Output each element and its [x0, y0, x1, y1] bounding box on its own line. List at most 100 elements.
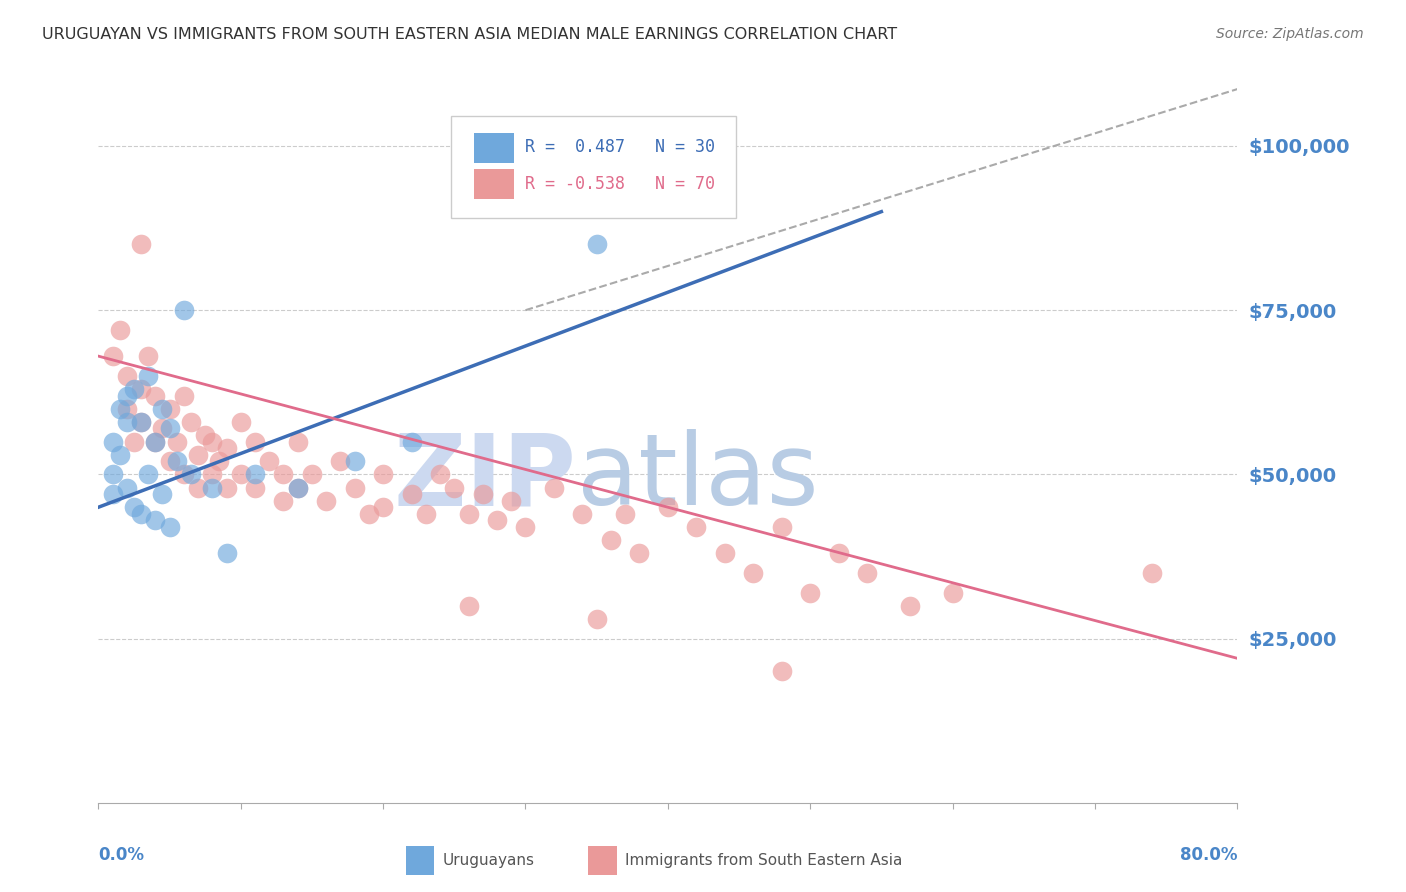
Point — [180, 467, 202, 482]
Point — [145, 434, 167, 449]
Point — [486, 513, 509, 527]
Point — [187, 481, 209, 495]
Point — [585, 237, 607, 252]
Point — [115, 401, 138, 416]
Text: ZIP: ZIP — [394, 429, 576, 526]
Point — [243, 434, 266, 449]
Point — [101, 487, 124, 501]
Point — [145, 388, 167, 402]
Point — [401, 434, 423, 449]
Point — [457, 507, 479, 521]
Point — [201, 481, 224, 495]
Point — [415, 507, 437, 521]
Point — [115, 481, 138, 495]
Text: Immigrants from South Eastern Asia: Immigrants from South Eastern Asia — [624, 853, 901, 868]
Text: 0.0%: 0.0% — [98, 847, 145, 864]
Point — [129, 415, 152, 429]
Point — [401, 487, 423, 501]
Point — [108, 448, 131, 462]
Point — [229, 415, 252, 429]
Point — [273, 493, 295, 508]
Point — [129, 237, 152, 252]
Point — [201, 434, 224, 449]
Point — [243, 467, 266, 482]
Point — [145, 434, 167, 449]
Point — [571, 507, 593, 521]
Point — [585, 612, 607, 626]
Point — [315, 493, 337, 508]
Point — [742, 566, 765, 580]
Point — [343, 481, 366, 495]
Point — [159, 454, 181, 468]
Point — [136, 368, 159, 383]
Point — [287, 481, 309, 495]
Point — [215, 546, 238, 560]
Point — [229, 467, 252, 482]
Point — [180, 415, 202, 429]
Point — [115, 415, 138, 429]
Point — [301, 467, 323, 482]
Bar — [406, 847, 434, 875]
Point — [471, 487, 494, 501]
Point — [429, 467, 451, 482]
Point — [159, 401, 181, 416]
Bar — [474, 169, 515, 200]
Point — [208, 454, 231, 468]
Point — [201, 467, 224, 482]
Point — [108, 323, 131, 337]
Point — [115, 368, 138, 383]
Point — [273, 467, 295, 482]
Point — [942, 585, 965, 599]
Point — [1140, 566, 1163, 580]
Point — [287, 434, 309, 449]
Point — [343, 454, 366, 468]
Point — [136, 467, 159, 482]
Point — [373, 500, 395, 515]
Point — [898, 599, 921, 613]
Point — [259, 454, 281, 468]
Point — [215, 441, 238, 455]
Point — [770, 665, 793, 679]
Point — [101, 349, 124, 363]
Point — [136, 349, 159, 363]
Point — [215, 481, 238, 495]
Point — [152, 487, 174, 501]
Point — [166, 454, 188, 468]
Text: URUGUAYAN VS IMMIGRANTS FROM SOUTH EASTERN ASIA MEDIAN MALE EARNINGS CORRELATION: URUGUAYAN VS IMMIGRANTS FROM SOUTH EASTE… — [42, 27, 897, 42]
Point — [501, 493, 523, 508]
Point — [770, 520, 793, 534]
Text: atlas: atlas — [576, 429, 818, 526]
Text: 80.0%: 80.0% — [1180, 847, 1237, 864]
Point — [101, 434, 124, 449]
Point — [108, 401, 131, 416]
Point — [515, 520, 537, 534]
Point — [373, 467, 395, 482]
Point — [828, 546, 851, 560]
Point — [443, 481, 465, 495]
Point — [129, 382, 152, 396]
Point — [129, 507, 152, 521]
Point — [152, 401, 174, 416]
Text: R = -0.538   N = 70: R = -0.538 N = 70 — [526, 175, 716, 193]
Point — [166, 434, 188, 449]
FancyBboxPatch shape — [451, 117, 737, 218]
Point — [122, 500, 145, 515]
Point — [628, 546, 651, 560]
Bar — [588, 847, 617, 875]
Point — [600, 533, 623, 547]
Point — [714, 546, 737, 560]
Point — [543, 481, 565, 495]
Point — [101, 467, 124, 482]
Point — [173, 303, 195, 318]
Point — [614, 507, 637, 521]
Point — [799, 585, 821, 599]
Point — [129, 415, 152, 429]
Point — [457, 599, 479, 613]
Point — [159, 520, 181, 534]
Point — [187, 448, 209, 462]
Point — [152, 421, 174, 435]
Point — [856, 566, 879, 580]
Point — [173, 388, 195, 402]
Point — [173, 467, 195, 482]
Text: Uruguayans: Uruguayans — [443, 853, 534, 868]
